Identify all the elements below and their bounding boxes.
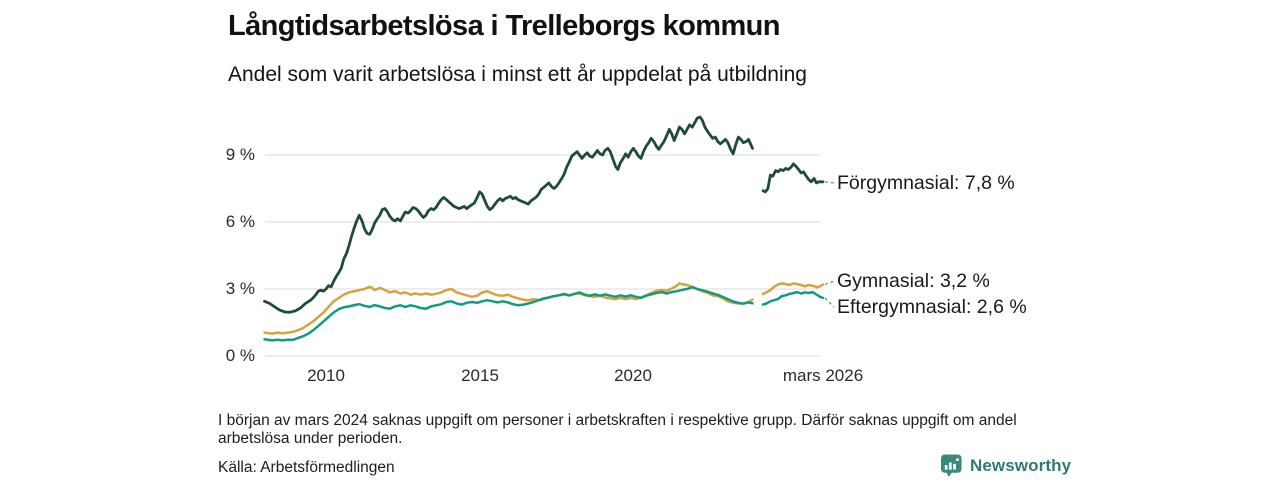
x-axis-tick-2020: 2020: [614, 366, 652, 385]
x-axis-tick-2015: 2015: [461, 366, 499, 385]
newsworthy-logo-text: Newsworthy: [970, 455, 1072, 475]
y-axis-tick-9: 9 %: [225, 145, 255, 164]
series-line-förgymnasial-seg1: [761, 162, 825, 194]
x-axis-tick-mars-2026: mars 2026: [782, 366, 864, 385]
series-line-eftergymnasial-seg1: [761, 290, 825, 306]
leader-line-gymnasial: [824, 280, 835, 286]
series-end-label-gymnasial: Gymnasial: 3,2 %: [837, 270, 990, 292]
source-note: Källa: Arbetsförmedlingen: [218, 459, 395, 476]
x-axis-tick-2010: 2010: [307, 366, 345, 385]
page-subtitle: Andel som varit arbetslösa i minst ett å…: [228, 63, 807, 86]
leader-line-förgymnasial: [824, 181, 835, 184]
footnote: I början av mars 2024 saknas uppgift om …: [218, 412, 1017, 447]
y-axis-tick-3: 3 %: [225, 279, 255, 298]
series-end-label-eftergymnasial: Eftergymnasial: 2,6 %: [837, 296, 1027, 318]
leader-line-eftergymnasial: [824, 297, 835, 308]
newsworthy-logo[interactable]: Newsworthy: [940, 453, 1071, 478]
series-line-förgymnasial-seg0: [263, 115, 754, 314]
series-line-eftergymnasial-seg0: [263, 285, 754, 342]
newsworthy-logo-icon: [940, 453, 963, 478]
y-axis-tick-0: 0 %: [225, 346, 255, 365]
series-end-label-forgymnasial: Förgymnasial: 7,8 %: [837, 172, 1015, 194]
series-line-gymnasial-seg1: [761, 282, 825, 296]
series-line-gymnasial-seg0: [263, 282, 754, 335]
y-axis-tick-6: 6 %: [225, 212, 255, 231]
page-title: Långtidsarbetslösa i Trelleborgs kommun: [228, 10, 781, 42]
